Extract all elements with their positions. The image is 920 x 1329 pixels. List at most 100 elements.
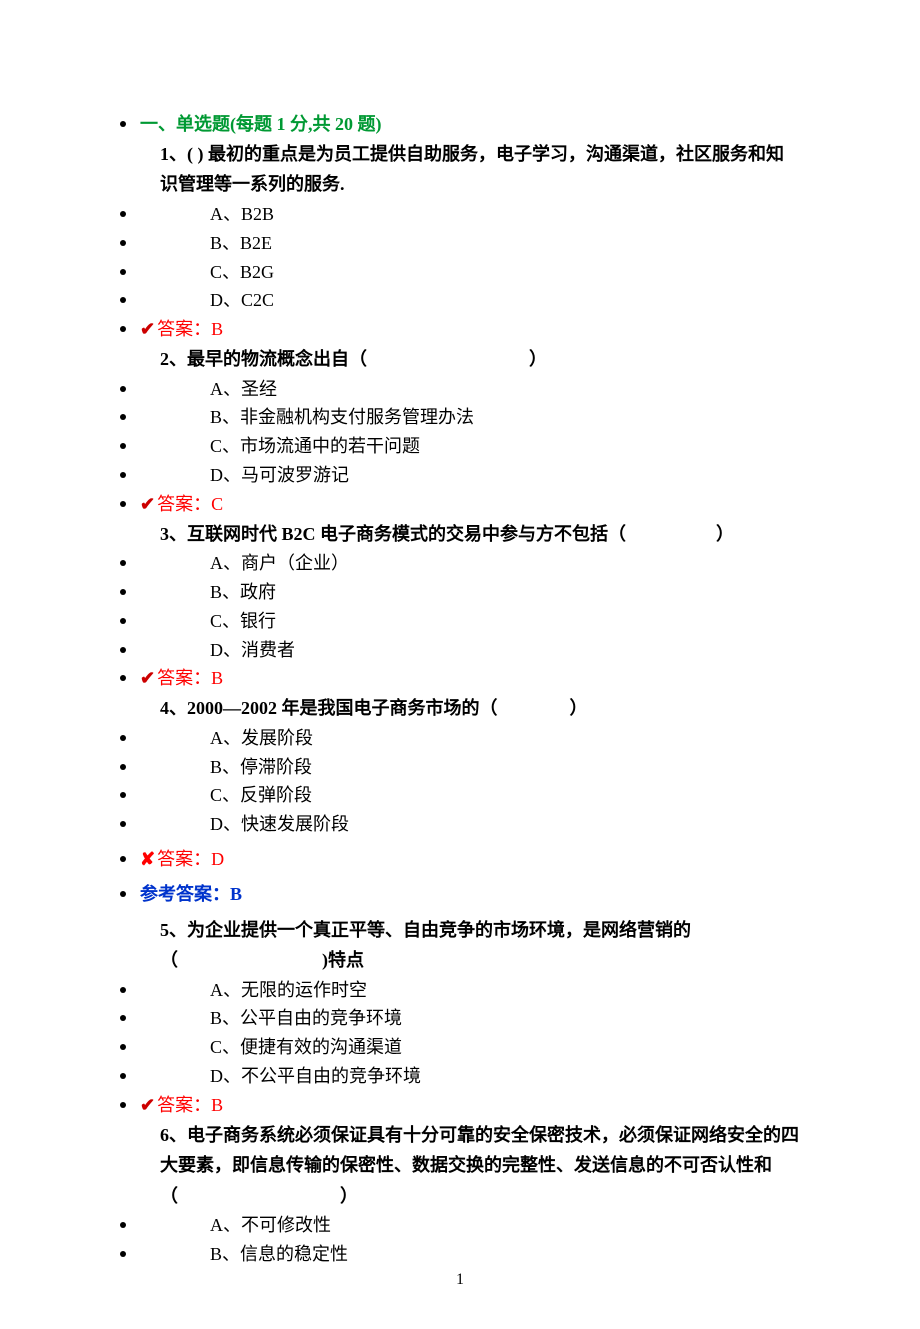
option-text: B、公平自由的竞争环境 [210, 1004, 402, 1033]
option-text: A、圣经 [210, 375, 277, 404]
bullet-icon [120, 1251, 126, 1257]
option-line: D、不公平自由的竞争环境 [120, 1062, 800, 1091]
option-text: C、银行 [210, 607, 276, 636]
option-line: C、B2G [120, 258, 800, 287]
ref-answer-line: 参考答案：B [120, 880, 800, 909]
question-text: 5、为企业提供一个真正平等、自由竞争的市场环境，是网络营销的（ )特点 [160, 915, 800, 976]
bullet-icon [120, 675, 126, 681]
bullet-icon [120, 386, 126, 392]
bullet-icon [120, 792, 126, 798]
option-line: B、停滞阶段 [120, 753, 800, 782]
option-text: C、便捷有效的沟通渠道 [210, 1033, 402, 1062]
option-text: A、无限的运作时空 [210, 976, 367, 1005]
answer-value: C [211, 490, 223, 519]
option-line: B、非金融机构支付服务管理办法 [120, 403, 800, 432]
bullet-icon [120, 987, 126, 993]
check-icon: ✔ [140, 664, 155, 693]
question-text: 2、最早的物流概念出自（ ） [160, 344, 800, 375]
option-line: A、无限的运作时空 [120, 976, 800, 1005]
option-line: A、不可修改性 [120, 1211, 800, 1240]
question-number: 6、 [160, 1125, 187, 1145]
option-line: B、B2E [120, 229, 800, 258]
option-text: D、C2C [210, 286, 274, 315]
question-number: 1、 [160, 144, 187, 164]
option-line: C、便捷有效的沟通渠道 [120, 1033, 800, 1062]
bullet-icon [120, 1073, 126, 1079]
document-page: 一、单选题(每题 1 分,共 20 题) 1、( ) 最初的重点是为员工提供自助… [0, 0, 920, 1329]
check-icon: ✔ [140, 490, 155, 519]
answer-line: ✔答案：B [120, 315, 800, 344]
bullet-icon [120, 821, 126, 827]
bullet-icon [120, 1044, 126, 1050]
bullet-icon [120, 472, 126, 478]
bullet-icon [120, 211, 126, 217]
answer-label: 答案： [157, 490, 211, 519]
bullet-icon [120, 501, 126, 507]
section-header-line: 一、单选题(每题 1 分,共 20 题) [120, 110, 800, 139]
option-line: C、反弹阶段 [120, 781, 800, 810]
option-text: B、非金融机构支付服务管理办法 [210, 403, 474, 432]
answer-line: ✔答案：B [120, 664, 800, 693]
option-line: D、快速发展阶段 [120, 810, 800, 839]
option-text: B、信息的稳定性 [210, 1240, 348, 1269]
bullet-icon [120, 443, 126, 449]
question-text: 1、( ) 最初的重点是为员工提供自助服务，电子学习，沟通渠道，社区服务和知识管… [160, 139, 800, 200]
answer-label: 答案： [157, 664, 211, 693]
bullet-icon [120, 618, 126, 624]
question-number: 4、 [160, 698, 187, 718]
option-line: B、信息的稳定性 [120, 1240, 800, 1269]
bullet-icon [120, 647, 126, 653]
option-line: A、发展阶段 [120, 724, 800, 753]
bullet-icon [120, 856, 126, 862]
answer-label: 答案： [157, 1091, 211, 1120]
option-text: A、B2B [210, 200, 274, 229]
question-text: 3、互联网时代 B2C 电子商务模式的交易中参与方不包括（ ） [160, 519, 800, 550]
answer-label: 答案： [157, 845, 211, 874]
question-text: 4、2000—2002 年是我国电子商务市场的（ ） [160, 693, 800, 724]
cross-icon: ✘ [140, 845, 155, 874]
option-text: D、消费者 [210, 636, 295, 665]
option-text: A、发展阶段 [210, 724, 313, 753]
bullet-icon [120, 764, 126, 770]
bullet-icon [120, 1222, 126, 1228]
bullet-icon [120, 1102, 126, 1108]
bullet-icon [120, 240, 126, 246]
option-line: D、C2C [120, 286, 800, 315]
option-line: D、消费者 [120, 636, 800, 665]
answer-line: ✔答案：B [120, 1091, 800, 1120]
bullet-icon [120, 414, 126, 420]
ref-answer-label: 参考答案： [140, 880, 230, 909]
bullet-icon [120, 735, 126, 741]
option-text: B、停滞阶段 [210, 753, 312, 782]
option-line: A、圣经 [120, 375, 800, 404]
answer-line: ✔答案：C [120, 490, 800, 519]
option-text: D、不公平自由的竞争环境 [210, 1062, 421, 1091]
check-icon: ✔ [140, 1091, 155, 1120]
option-text: B、B2E [210, 229, 272, 258]
check-icon: ✔ [140, 315, 155, 344]
option-line: A、商户（企业） [120, 549, 800, 578]
bullet-icon [120, 560, 126, 566]
bullet-icon [120, 1015, 126, 1021]
answer-line: ✘答案：D [120, 845, 800, 874]
page-number: 1 [0, 1271, 920, 1289]
answer-value: D [211, 845, 224, 874]
option-text: C、B2G [210, 258, 274, 287]
bullet-icon [120, 269, 126, 275]
option-text: D、马可波罗游记 [210, 461, 349, 490]
section-header: 一、单选题(每题 1 分,共 20 题) [140, 110, 382, 139]
answer-value: B [211, 664, 223, 693]
option-line: B、公平自由的竞争环境 [120, 1004, 800, 1033]
option-line: D、马可波罗游记 [120, 461, 800, 490]
bullet-icon [120, 891, 126, 897]
option-line: C、市场流通中的若干问题 [120, 432, 800, 461]
bullet-icon [120, 121, 126, 127]
option-text: C、反弹阶段 [210, 781, 312, 810]
option-text: A、不可修改性 [210, 1211, 331, 1240]
answer-label: 答案： [157, 315, 211, 344]
option-line: C、银行 [120, 607, 800, 636]
option-text: D、快速发展阶段 [210, 810, 349, 839]
question-number: 3、 [160, 524, 187, 544]
option-text: A、商户（企业） [210, 549, 349, 578]
answer-value: B [211, 315, 223, 344]
